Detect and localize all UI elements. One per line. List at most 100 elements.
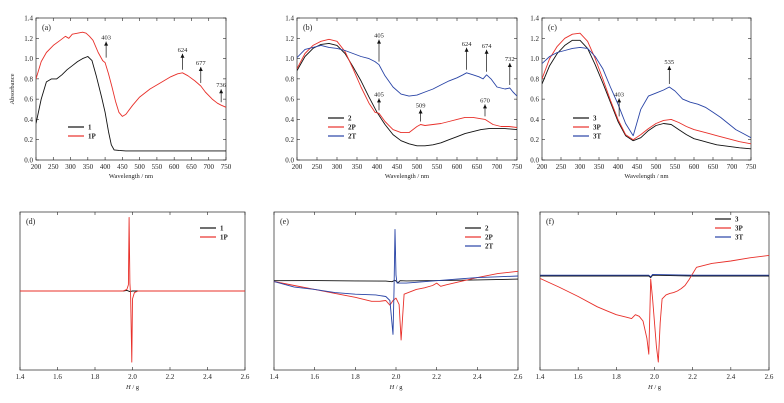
annotation-label: 732 [505,56,515,63]
x-tick-label: 2.0 [128,373,137,381]
x-tick-label: 2.6 [241,373,250,381]
annotation-arrow-head [483,104,487,109]
x-tick-label: 2.6 [765,373,774,381]
x-tick-label: 400 [613,163,624,171]
panel-label: (d) [26,217,36,226]
y-tick-label: 0.4 [530,116,539,124]
y-tick-label: 0.6 [285,96,294,104]
x-tick-label: 650 [472,163,483,171]
x-tick-label: 450 [117,163,128,171]
panel-label: (b) [303,23,313,32]
y-tick-label: 1.2 [24,35,33,43]
panel-d: (d) 1.4 1.6 1.8 2.0 2.2 2.4 2.6 H / g 11P [16,211,250,391]
series-line-3 [540,274,769,279]
annotation-label: 535 [664,59,674,66]
x-tick-label: 350 [352,163,363,171]
x-tick-label: 450 [392,163,403,171]
panel-b: (b) 200 250 300 350 400 450 500 550 600 650 700 750 0… [285,15,523,181]
series-line-2 [274,278,518,284]
legend-label: 3T [735,234,744,242]
annotation-label: 403 [614,91,624,98]
x-tick-label: 1.8 [91,373,100,381]
x-tick-label: 500 [134,163,145,171]
annotation-label: 624 [178,47,189,54]
x-tick-label: 2.0 [392,373,401,381]
x-tick-label: 2.6 [514,373,523,381]
annotation-label: 509 [416,103,426,110]
y-tick-label: 0.6 [530,96,539,104]
y-tick-label: 1.2 [285,35,294,43]
x-tick-label: 400 [372,163,383,171]
legend-label: 1P [88,133,97,141]
x-tick-label: 300 [332,163,343,171]
x-tick-label: 650 [708,163,719,171]
x-axis-unit: / g [131,384,140,391]
series-line-3T [542,46,751,139]
annotation-arrow-head [464,47,469,52]
legend-label: 3 [593,115,597,123]
x-axis-variable: H [647,384,653,391]
y-axis-title: Absorbance [9,73,16,104]
x-tick-label: 600 [689,163,700,171]
x-tick-label: 250 [556,163,567,171]
x-tick-label: 2.4 [473,373,482,381]
x-tick-label: 2.2 [166,373,175,381]
y-tick-label: 0.2 [24,136,33,144]
annotation-label: 670 [480,97,490,104]
plot-frame [35,17,227,161]
annotation-arrow-head [198,66,203,71]
y-tick-label: 0.4 [285,116,294,124]
panel-label: (e) [280,217,289,226]
y-tick-label: 0.4 [24,116,33,124]
x-tick-label: 200 [31,163,42,171]
x-tick-label: 600 [452,163,463,171]
annotation-label: 624 [462,41,473,48]
y-tick-label: 0.2 [530,136,539,144]
x-axis-title: Wavelength / nm [109,173,153,180]
x-tick-label: 1.6 [310,373,319,381]
plot-frame [273,211,519,371]
x-tick-label: 700 [727,163,738,171]
x-tick-label: 400 [100,163,111,171]
x-tick-label: 750 [221,163,232,171]
y-tick-label: 1.0 [24,55,33,63]
y-tick-label: 0.8 [24,75,33,83]
x-tick-label: 250 [312,163,323,171]
series-line-2P [274,270,518,341]
y-tick-label: 1.0 [530,55,539,63]
x-tick-label: 550 [670,163,681,171]
legend-label: 2 [485,225,489,233]
series-line-3T [540,273,769,278]
y-tick-label: 1.2 [530,35,539,43]
legend-label: 2P [485,234,494,242]
y-tick-label: 1.0 [285,55,294,63]
annotation-label: 677 [196,60,207,67]
x-tick-label: 300 [575,163,586,171]
annotation-arrow-head [377,98,381,103]
y-tick-label: 1.4 [530,15,539,23]
x-tick-label: 2.2 [688,373,697,381]
x-axis-title: Wavelength / nm [385,173,429,180]
panel-a: (a) 200 250 300 350 400 450 500 550 600 650 700 750 0… [9,15,232,181]
series-line-2T [274,228,518,335]
x-tick-label: 750 [512,163,523,171]
x-tick-label: 1.4 [16,373,25,381]
y-tick-label: 0.0 [285,157,294,165]
annotation-label: 736 [216,82,227,89]
y-tick-label: 0.0 [24,157,33,165]
x-axis-variable: H [125,384,131,391]
legend-label: 3P [735,225,744,233]
x-tick-label: 1.6 [53,373,62,381]
x-tick-label: 200 [537,163,548,171]
x-tick-label: 550 [152,163,163,171]
annotation-arrow-head [617,98,622,103]
x-tick-label: 1.6 [574,373,583,381]
panel-label: (c) [548,23,557,32]
x-tick-label: 500 [412,163,423,171]
annotation-label: 405 [374,91,384,98]
x-tick-label: 300 [65,163,76,171]
series-line-2 [297,42,517,147]
